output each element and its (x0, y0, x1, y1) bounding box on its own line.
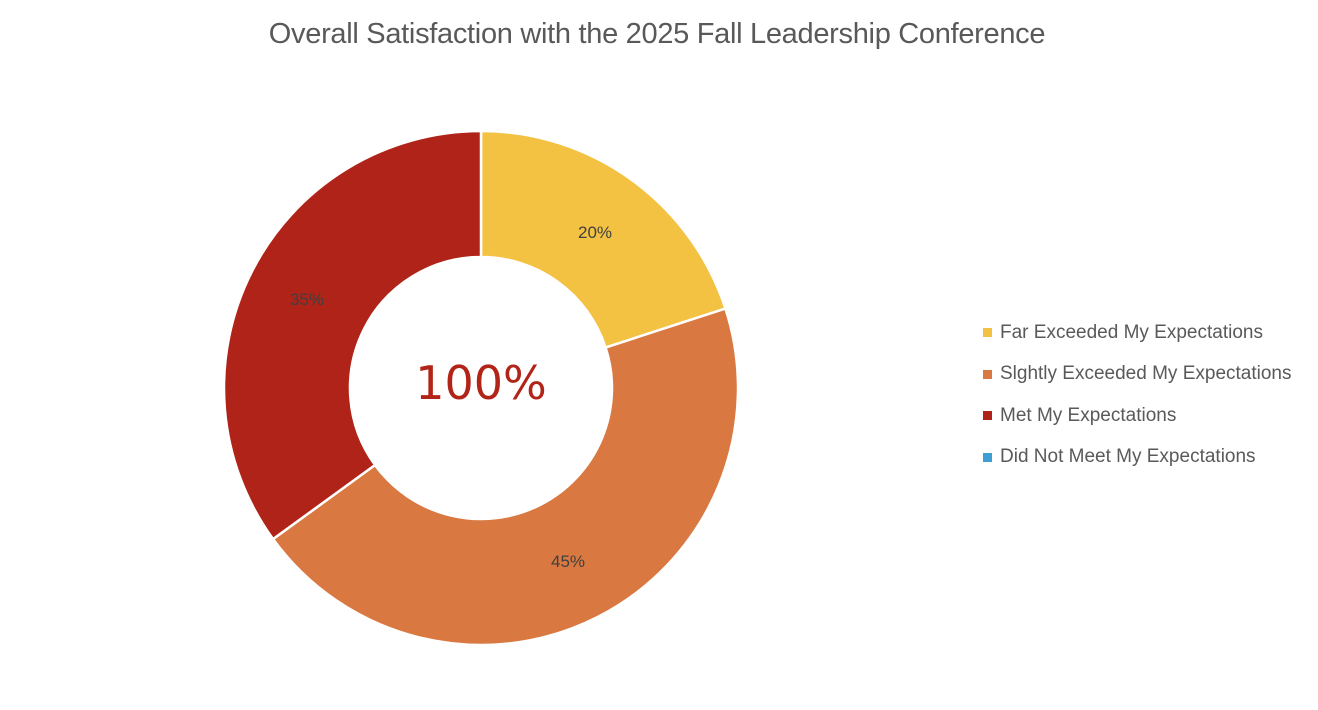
chart-title: Overall Satisfaction with the 2025 Fall … (268, 18, 1046, 50)
legend-item-slightly-exceeded: Slghtly Exceeded My Expectations (983, 354, 1292, 396)
slice-far-exceeded (479, 129, 727, 350)
slice-met (222, 129, 483, 541)
legend-item-far-exceeded: Far Exceeded My Expectations (983, 312, 1292, 354)
legend-item-did-not-meet: Did Not Meet My Expectations (983, 437, 1292, 479)
slice-label-far-exceeded: 20% (577, 223, 613, 242)
legend: Far Exceeded My Expectations Slghtly Exc… (983, 312, 1292, 478)
slice-label-slightly-exceeded: 45% (550, 552, 586, 571)
legend-item-met: Met My Expectations (983, 395, 1292, 437)
center-total-label: 100% (415, 356, 547, 410)
legend-label: Far Exceeded My Expectations (1000, 321, 1263, 343)
legend-label: Did Not Meet My Expectations (1000, 446, 1256, 468)
legend-label: Slghtly Exceeded My Expectations (1000, 363, 1292, 385)
legend-swatch-icon (983, 369, 992, 379)
slice-label-met: 35% (289, 290, 325, 309)
legend-swatch-icon (983, 411, 992, 421)
legend-swatch-icon (983, 452, 992, 462)
legend-label: Met My Expectations (1000, 404, 1177, 426)
slice-slightly-exceeded (271, 307, 740, 647)
legend-swatch-icon (983, 328, 992, 338)
